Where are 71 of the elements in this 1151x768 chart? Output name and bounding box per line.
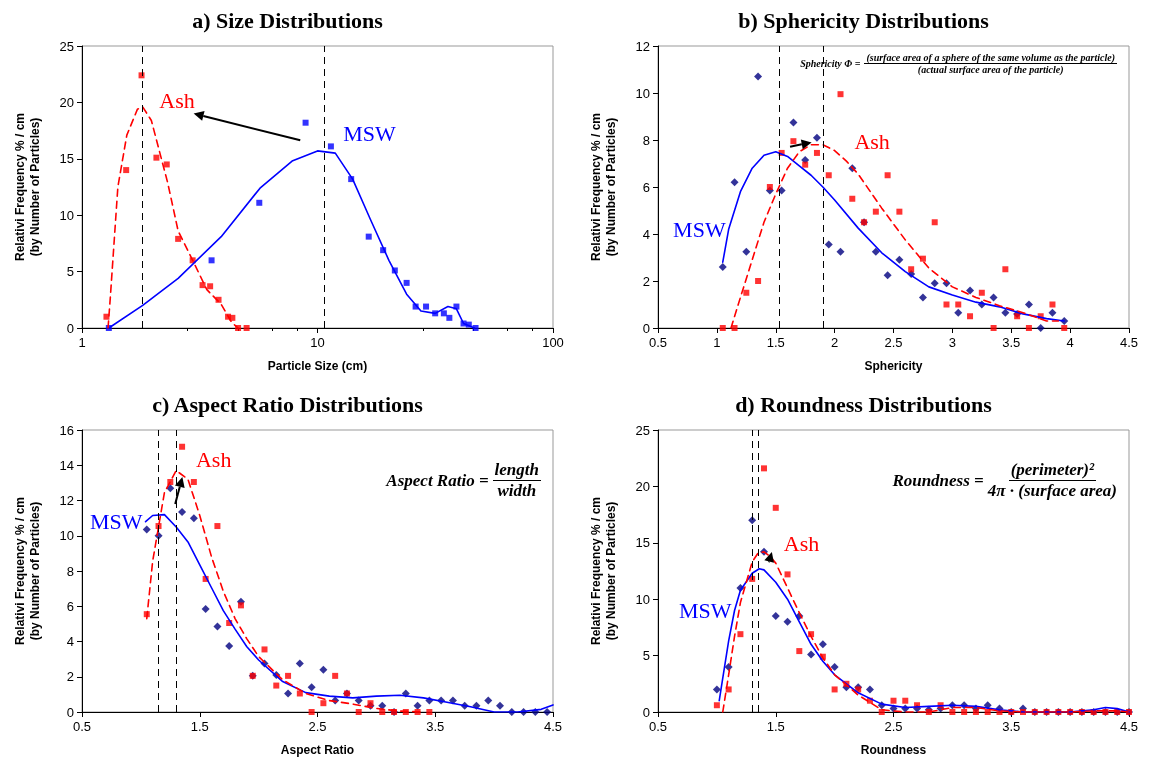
y-tick-label: 10 (59, 207, 74, 223)
y-tick-label: 6 (642, 179, 650, 195)
y-tick-label: 2 (642, 273, 650, 289)
x-tick-label: 2.5 (308, 719, 327, 734)
y-tick-label: 8 (66, 563, 74, 579)
series-label: MSW (90, 509, 143, 535)
y-tick-label: 0 (66, 704, 74, 720)
y-tick-label: 2 (66, 669, 74, 685)
y-tick-label: 15 (59, 151, 74, 167)
x-axis-title: Particle Size (cm) (267, 358, 368, 373)
y-tick-label: 14 (59, 457, 74, 473)
x-tick-label: 0.5 (648, 335, 668, 350)
y-axis-title: Relativi Frequency % / cm (by Number of Particles) (12, 496, 42, 646)
series-label: Ash (159, 87, 195, 113)
x-axis-title: Roundness (860, 742, 927, 757)
y-tick-label: 8 (642, 132, 650, 148)
x-tick-label: 2.5 (884, 335, 903, 350)
y-tick-label: 10 (59, 528, 74, 544)
x-tick-label: 10 (310, 335, 325, 350)
y-axis-title: Relativi Frequency % / cm (by Number of Particles) (12, 112, 42, 262)
chart-title: d) Roundness Distributions (735, 391, 993, 417)
x-tick-label: 1 (713, 335, 721, 350)
series-label: MSW (673, 216, 726, 242)
x-tick-label: 4.5 (1119, 719, 1139, 734)
x-tick-label: 0.5 (648, 719, 668, 734)
x-tick-label: 3.5 (1002, 719, 1021, 734)
y-tick-label: 16 (59, 422, 74, 438)
y-tick-label: 12 (635, 38, 650, 54)
x-tick-label: 4.5 (1119, 335, 1139, 350)
y-tick-label: 4 (66, 634, 74, 649)
y-tick-label: 4 (642, 226, 650, 242)
x-tick-label: 1.5 (766, 335, 785, 350)
x-tick-label: 2.5 (884, 719, 903, 734)
x-tick-label: 2 (831, 335, 839, 350)
y-axis-title: Relativi Frequency % / cm (by Number of Particles) (588, 496, 618, 646)
x-tick-label: 3.5 (1002, 335, 1021, 350)
chart-title: a) Size Distributions (192, 7, 384, 33)
y-tick-label: 5 (642, 648, 650, 664)
series-label: Ash (854, 128, 890, 154)
chart-title: c) Aspect Ratio Distributions (152, 391, 424, 417)
y-tick-label: 25 (635, 422, 650, 438)
y-tick-label: 0 (642, 704, 650, 720)
y-tick-label: 25 (59, 38, 74, 54)
series-label: Ash (195, 446, 232, 472)
y-axis-title: Relativi Frequency % / cm (by Number of Particles) (588, 112, 618, 262)
y-tick-label: 15 (635, 535, 650, 551)
x-tick-label: 1.5 (766, 719, 785, 734)
x-tick-label: 3 (948, 335, 956, 350)
y-tick-label: 10 (635, 85, 650, 101)
x-tick-label: 100 (542, 335, 564, 350)
y-tick-label: 5 (66, 264, 74, 280)
series-label: Ash (783, 530, 820, 556)
x-tick-label: 1.5 (190, 719, 209, 734)
x-axis-title: Sphericity (864, 358, 923, 373)
x-tick-label: 1 (78, 335, 86, 350)
y-tick-label: 0 (66, 320, 74, 336)
chart-title: b) Sphericity Distributions (738, 7, 990, 33)
y-tick-label: 6 (66, 598, 74, 614)
y-tick-label: 0 (642, 320, 650, 336)
y-tick-label: 20 (635, 478, 650, 494)
y-tick-label: 20 (59, 94, 74, 110)
x-tick-label: 3.5 (426, 719, 445, 734)
x-tick-label: 4 (1066, 335, 1074, 350)
y-tick-label: 10 (635, 591, 650, 607)
series-label: MSW (678, 597, 732, 623)
y-tick-label: 12 (59, 493, 74, 508)
x-axis-title: Aspect Ratio (280, 742, 355, 757)
annotation: Sphericity Φ = (surface area of a sphere of the same volume as the particle) (actual surface area of the particle) (800, 52, 1116, 75)
x-tick-label: 0.5 (72, 719, 92, 734)
series-label: MSW (343, 120, 397, 146)
x-tick-label: 4.5 (543, 719, 563, 734)
